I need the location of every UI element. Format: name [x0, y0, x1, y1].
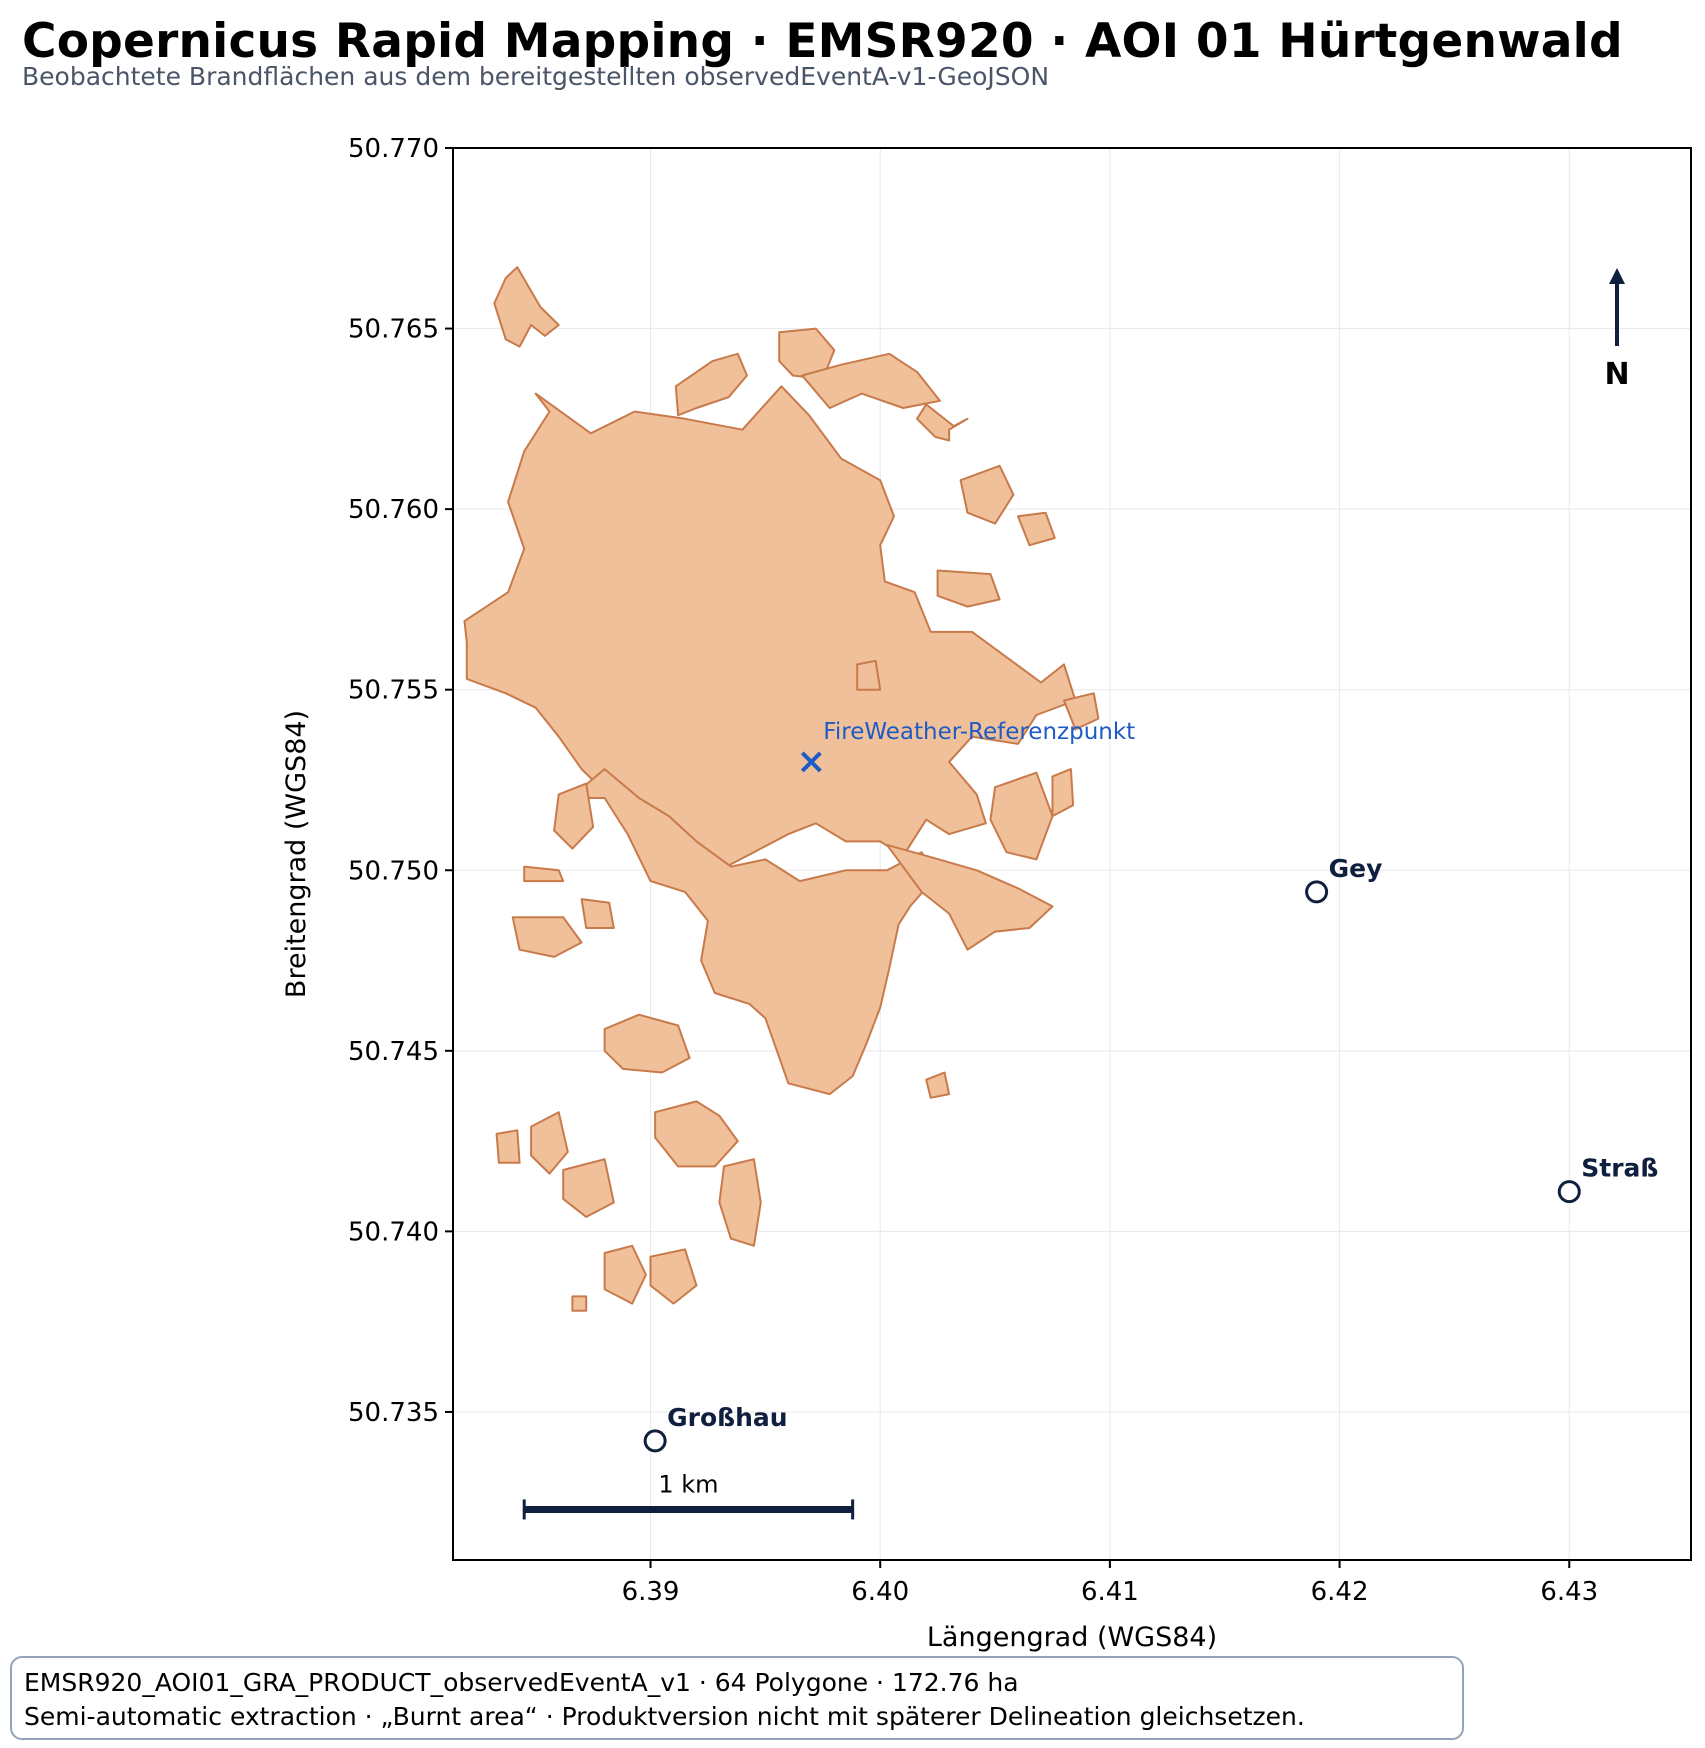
burnt-area-polygon	[1017, 511, 1056, 547]
town-marker-icon	[1305, 880, 1329, 904]
burnt-areas	[463, 266, 1100, 1312]
burnt-area-polygon	[989, 771, 1054, 861]
reference-point-icon	[800, 751, 822, 773]
burnt-area-polygon	[603, 1244, 647, 1305]
north-arrow-label: N	[1604, 357, 1629, 392]
burnt-area-polygon	[603, 1013, 691, 1074]
town-label: Gey	[1329, 854, 1383, 883]
burnt-area-polygon	[493, 266, 560, 348]
burnt-area-polygon	[553, 782, 595, 850]
y-tick-label: 50.745	[348, 1037, 439, 1067]
burnt-area-polygon	[463, 385, 1077, 872]
burnt-area-polygon	[511, 916, 583, 958]
y-tick-label: 50.765	[348, 315, 439, 345]
x-tick-label: 6.40	[851, 1577, 909, 1607]
map-markers: Gey Straß Großhau FireWeather-Referenzpunkt	[643, 719, 1658, 1453]
y-tick-label: 50.750	[348, 856, 439, 886]
axis-ticks: 6.39 6.40 6.41 6.42 6.43 50.735 50.740 50.745 50…	[348, 134, 1598, 1607]
x-tick-label: 6.41	[1081, 1577, 1139, 1607]
y-tick-label: 50.735	[348, 1398, 439, 1428]
burnt-area-polygon	[649, 1248, 698, 1305]
burnt-area-polygon	[916, 403, 969, 442]
x-tick-label: 6.39	[622, 1577, 680, 1607]
x-tick-label: 6.42	[1311, 1577, 1369, 1607]
product-info-line-1: EMSR920_AOI01_GRA_PRODUCT_observedEventA…	[24, 1668, 1019, 1697]
burnt-area-polygon	[495, 1129, 521, 1164]
scale-bar-label: 1 km	[658, 1470, 718, 1498]
plot-frame	[452, 147, 1692, 1561]
y-axis-label: Breitengrad (WGS84)	[281, 710, 312, 998]
burnt-area-polygon	[580, 898, 615, 929]
x-axis-label: Längengrad (WGS84)	[927, 1622, 1217, 1653]
burnt-area-polygon	[1051, 768, 1075, 818]
burnt-area-polygon	[801, 352, 941, 409]
burnt-area-polygon	[523, 865, 565, 883]
north-arrow-head-icon	[1609, 268, 1625, 284]
y-tick-label: 50.740	[348, 1217, 439, 1247]
scale-bar: 1 km	[522, 1470, 855, 1520]
town-label: Großhau	[667, 1403, 787, 1432]
burnt-area-polygon	[569, 768, 937, 1096]
page-subtitle: Beobachtete Brandflächen aus dem bereitg…	[22, 62, 1050, 91]
y-tick-label: 50.760	[348, 495, 439, 525]
burnt-area-polygon	[562, 1158, 615, 1218]
burnt-area-polygon	[925, 1071, 951, 1099]
north-arrow: N	[1604, 268, 1630, 392]
product-info-line-2: Semi-automatic extraction · „Burnt area“…	[24, 1702, 1305, 1731]
x-tick-label: 6.43	[1540, 1577, 1598, 1607]
burnt-area-polygon	[856, 659, 882, 691]
burnt-area-polygon	[1063, 692, 1100, 731]
burnt-area-polygon	[530, 1111, 569, 1175]
burnt-area-polygon	[654, 1100, 739, 1168]
page-title: Copernicus Rapid Mapping · EMSR920 · AOI…	[22, 14, 1623, 69]
burnt-area-polygon	[959, 464, 1015, 525]
y-tick-label: 50.770	[348, 134, 439, 164]
burnt-area-polygon	[571, 1295, 588, 1312]
burnt-area-polygon	[674, 352, 748, 417]
y-tick-label: 50.755	[348, 676, 439, 706]
burnt-area-polygon	[936, 569, 1001, 608]
town-marker-icon	[1557, 1180, 1581, 1204]
product-info-box: EMSR920_AOI01_GRA_PRODUCT_observedEventA…	[10, 1656, 1464, 1740]
burnt-area-polygon	[718, 1158, 762, 1247]
reference-point-label: FireWeather-Referenzpunkt	[823, 719, 1135, 745]
burnt-area-polygon	[886, 844, 1054, 951]
town-marker-icon	[643, 1429, 667, 1453]
town-label: Straß	[1581, 1154, 1658, 1183]
